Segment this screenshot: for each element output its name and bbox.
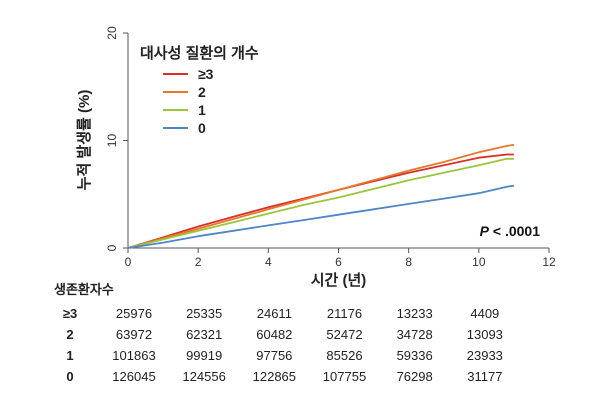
risk-row-label: 1 bbox=[66, 348, 73, 363]
risk-table-title: 생존환자수 bbox=[54, 282, 114, 297]
risk-cell: 25976 bbox=[116, 306, 152, 321]
risk-cell: 60482 bbox=[256, 327, 292, 342]
risk-cell: 101863 bbox=[112, 348, 155, 363]
y-axis-title: 누적 발생률 (%) bbox=[75, 90, 93, 191]
risk-row-label: 2 bbox=[66, 327, 73, 342]
legend-title: 대사성 질환의 개수 bbox=[140, 44, 259, 62]
risk-cell: 13233 bbox=[397, 306, 433, 321]
x-tick-label: 12 bbox=[542, 255, 556, 269]
risk-cell: 31177 bbox=[467, 369, 502, 384]
risk-cell: 13093 bbox=[467, 327, 503, 342]
risk-row-label: ≥3 bbox=[63, 306, 77, 321]
risk-cell: 24611 bbox=[257, 306, 292, 321]
legend-label-2: 2 bbox=[198, 84, 206, 100]
x-tick-label: 8 bbox=[405, 255, 412, 269]
risk-cell: 122865 bbox=[253, 369, 296, 384]
legend: 대사성 질환의 개수 ≥3 2 1 0 bbox=[140, 44, 259, 136]
risk-cell: 63972 bbox=[116, 327, 152, 342]
risk-cell: 76298 bbox=[397, 369, 433, 384]
risk-cell: 52472 bbox=[326, 327, 362, 342]
y-tick-label: 20 bbox=[105, 26, 119, 40]
p-value-annotation: P < .0001 bbox=[480, 223, 541, 239]
legend-label-3: 1 bbox=[198, 102, 206, 118]
risk-cell: 34728 bbox=[397, 327, 433, 342]
risk-cell: 97756 bbox=[256, 348, 292, 363]
x-axis-title: 시간 (년) bbox=[311, 272, 367, 289]
risk-cell: 124556 bbox=[182, 369, 225, 384]
legend-label-1: ≥3 bbox=[198, 66, 214, 82]
risk-cell: 99919 bbox=[186, 348, 222, 363]
series-layer bbox=[127, 143, 515, 249]
x-tick-label: 10 bbox=[472, 255, 486, 269]
y-tick-label: 0 bbox=[105, 244, 119, 251]
x-tick-label: 6 bbox=[335, 255, 342, 269]
p-value-text: < .0001 bbox=[489, 223, 540, 239]
risk-row-label: 0 bbox=[66, 369, 73, 384]
y-tick-label: 10 bbox=[105, 134, 119, 148]
series-line-2 bbox=[127, 143, 515, 249]
risk-cell: 107755 bbox=[323, 369, 366, 384]
legend-label-4: 0 bbox=[198, 120, 206, 136]
risk-cell: 25335 bbox=[186, 306, 222, 321]
series-line-3 bbox=[127, 157, 514, 249]
risk-cell: 126045 bbox=[112, 369, 155, 384]
risk-cell: 23933 bbox=[467, 348, 503, 363]
risk-table: 생존환자수 ≥3 25976 25335 24611 21176 13233 4409 2 639… bbox=[54, 282, 503, 384]
x-tick-label: 2 bbox=[195, 255, 202, 269]
x-tick-label: 4 bbox=[265, 255, 272, 269]
risk-cell: 21176 bbox=[327, 306, 362, 321]
series-line-4 bbox=[127, 184, 515, 249]
risk-cell: 62321 bbox=[186, 327, 222, 342]
p-symbol: P bbox=[480, 223, 490, 239]
risk-cell: 59336 bbox=[397, 348, 433, 363]
risk-cell: 85526 bbox=[326, 348, 362, 363]
x-tick-label: 0 bbox=[125, 255, 132, 269]
risk-cell: 4409 bbox=[470, 306, 499, 321]
